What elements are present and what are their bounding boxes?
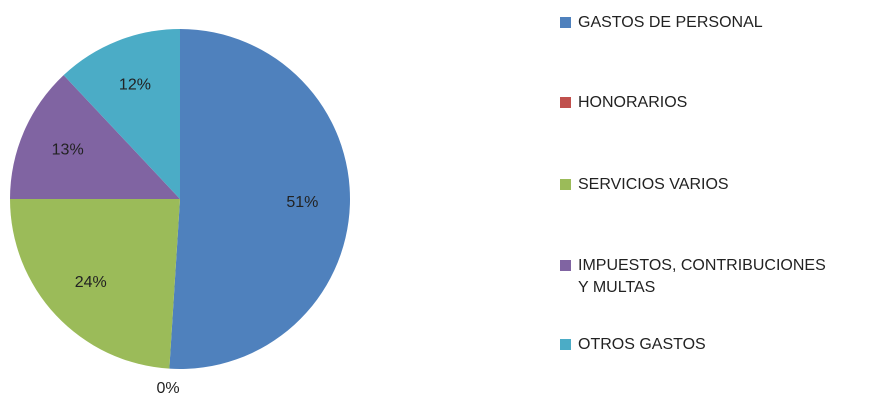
legend-item: HONORARIOS (560, 94, 838, 114)
data-label: 24% (75, 274, 107, 291)
data-label: 13% (52, 142, 84, 159)
pie-slice (10, 75, 180, 199)
legend-swatch (560, 260, 571, 271)
legend-item: SERVICIOS VARIOS (560, 176, 838, 196)
data-label: 51% (286, 194, 318, 211)
legend-swatch (560, 339, 571, 350)
legend-label: OTROS GASTOS (578, 336, 706, 353)
data-label: 12% (119, 76, 151, 93)
data-label: 0% (156, 380, 179, 397)
legend-label: GASTOS DE PERSONAL (578, 14, 763, 31)
pie-slice (10, 199, 180, 369)
legend-item: OTROS GASTOS (560, 336, 838, 356)
legend-label: SERVICIOS VARIOS (578, 176, 729, 193)
legend-item: GASTOS DE PERSONAL (560, 14, 838, 34)
legend-swatch (560, 17, 571, 28)
legend-label: HONORARIOS (578, 94, 688, 111)
legend-label: IMPUESTOS, CONTRIBUCIONES Y MULTAS (578, 257, 826, 296)
legend-item: IMPUESTOS, CONTRIBUCIONES Y MULTAS (560, 257, 838, 299)
legend-swatch (560, 97, 571, 108)
pie-slice (63, 29, 180, 199)
legend-swatch (560, 179, 571, 190)
pie-slice (169, 29, 350, 369)
